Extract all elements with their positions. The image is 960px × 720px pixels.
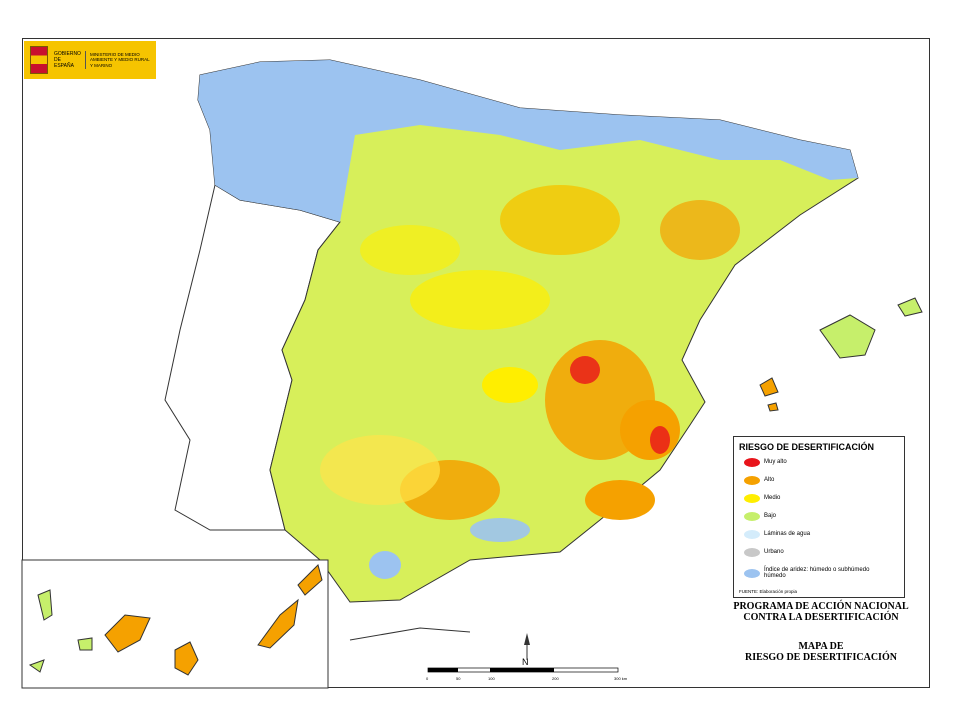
legend-item: Alto [744,475,874,485]
legend-item: Índice de aridez: húmedo o subhúmedo húm… [744,567,874,579]
legend-item: Muy alto [744,457,874,467]
legend-item: Urbano [744,547,874,557]
program-line: CONTRA LA DESERTIFICACIÓN [743,612,899,623]
legend-swatch [744,529,760,539]
legend-swatch [744,547,760,557]
mallorca [819,314,876,359]
ibiza [759,377,779,397]
legend-swatch [744,493,760,503]
legend-label: Láminas de agua [764,531,811,537]
map-title: MAPA DE RIESGO DE DESERTIFICACIÓN [716,641,926,663]
legend-label: Medio [764,495,781,501]
canary-islands [28,564,323,676]
logo-ministry: MINISTERIO DE MEDIO AMBIENTE Y MEDIO RUR… [90,51,150,68]
scale-label: 50 [456,676,461,681]
scale-label: 200 [552,676,559,681]
logo-shield [30,46,48,74]
scale-label: 0 [426,676,429,681]
legend-swatch [744,475,760,485]
legend-label: Bajo [764,513,777,519]
legend: RIESGO DE DESERTIFICACIÓN Muy alto Alto Me… [733,436,905,598]
formentera [767,402,779,412]
legend-label: Urbano [764,549,784,555]
legend-swatch [744,511,760,521]
legend-item: Bajo [744,511,874,521]
legend-title: RIESGO DE DESERTIFICACIÓN [739,442,875,452]
scale-label: 100 [488,676,495,681]
legend-label: Muy alto [764,459,787,465]
legend-swatch [744,457,760,467]
coast-line [349,627,471,641]
humid-zone [198,60,858,222]
legend-swatch [744,568,760,578]
map-title-line: MAPA DE [798,641,844,652]
source: FUENTE: Elaboración propia [739,589,798,594]
map-frame [22,38,930,688]
north-label: N [522,657,529,667]
legend-label: Índice de aridez: húmedo o subhúmedo húm… [764,567,870,579]
logo-gov: GOBIERNO DE ESPAÑA [54,51,86,69]
scale-bar [427,667,619,673]
map-title-line: RIESGO DE DESERTIFICACIÓN [745,652,897,663]
menorca [897,297,923,317]
legend-item: Láminas de agua [744,529,874,539]
logo: GOBIERNO DE ESPAÑA MINISTERIO DE MEDIO A… [24,41,156,79]
program-line: PROGRAMA DE ACCIÓN NACIONAL [733,601,909,612]
program-title: PROGRAMA DE ACCIÓN NACIONAL CONTRA LA DE… [716,601,926,623]
legend-item: Medio [744,493,874,503]
risk-patches [320,185,740,579]
scale-label: 300 km [614,676,628,681]
legend-label: Alto [764,477,775,483]
north-arrow [524,633,530,660]
